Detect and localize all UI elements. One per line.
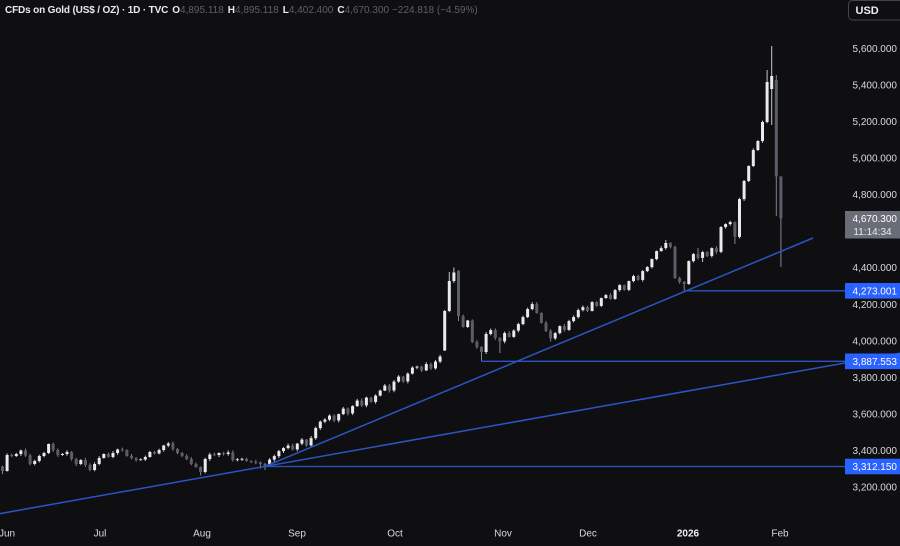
svg-text:5,400.000: 5,400.000	[853, 80, 898, 91]
svg-text:Oct: Oct	[387, 529, 403, 540]
svg-text:11:14:34: 11:14:34	[853, 227, 892, 238]
svg-text:Sep: Sep	[288, 529, 306, 540]
svg-text:Nov: Nov	[494, 529, 512, 540]
svg-text:5,000.000: 5,000.000	[853, 154, 898, 165]
svg-text:USD: USD	[856, 5, 879, 17]
svg-text:4,273.001: 4,273.001	[853, 286, 898, 297]
svg-text:4,670.300: 4,670.300	[853, 214, 898, 225]
svg-text:Jun: Jun	[0, 529, 15, 540]
svg-text:Feb: Feb	[771, 529, 789, 540]
svg-text:2026: 2026	[677, 529, 700, 540]
svg-text:CFDs on Gold (US$ / OZ) · 1D ·: CFDs on Gold (US$ / OZ) · 1D · TVC O4,895…	[5, 5, 478, 16]
svg-text:4,800.000: 4,800.000	[853, 190, 898, 201]
svg-text:3,400.000: 3,400.000	[853, 446, 898, 457]
svg-text:Dec: Dec	[579, 529, 597, 540]
svg-text:Aug: Aug	[193, 529, 211, 540]
svg-text:4,000.000: 4,000.000	[853, 336, 898, 347]
svg-text:3,800.000: 3,800.000	[853, 373, 898, 384]
svg-text:4,200.000: 4,200.000	[853, 300, 898, 311]
svg-text:3,312.150: 3,312.150	[853, 462, 898, 473]
svg-text:3,600.000: 3,600.000	[853, 410, 898, 421]
svg-text:4,400.000: 4,400.000	[853, 263, 898, 274]
svg-text:3,200.000: 3,200.000	[853, 483, 898, 494]
svg-text:5,200.000: 5,200.000	[853, 117, 898, 128]
svg-text:3,887.553: 3,887.553	[853, 357, 898, 368]
svg-text:Jul: Jul	[94, 529, 107, 540]
svg-text:5,600.000: 5,600.000	[853, 44, 898, 55]
